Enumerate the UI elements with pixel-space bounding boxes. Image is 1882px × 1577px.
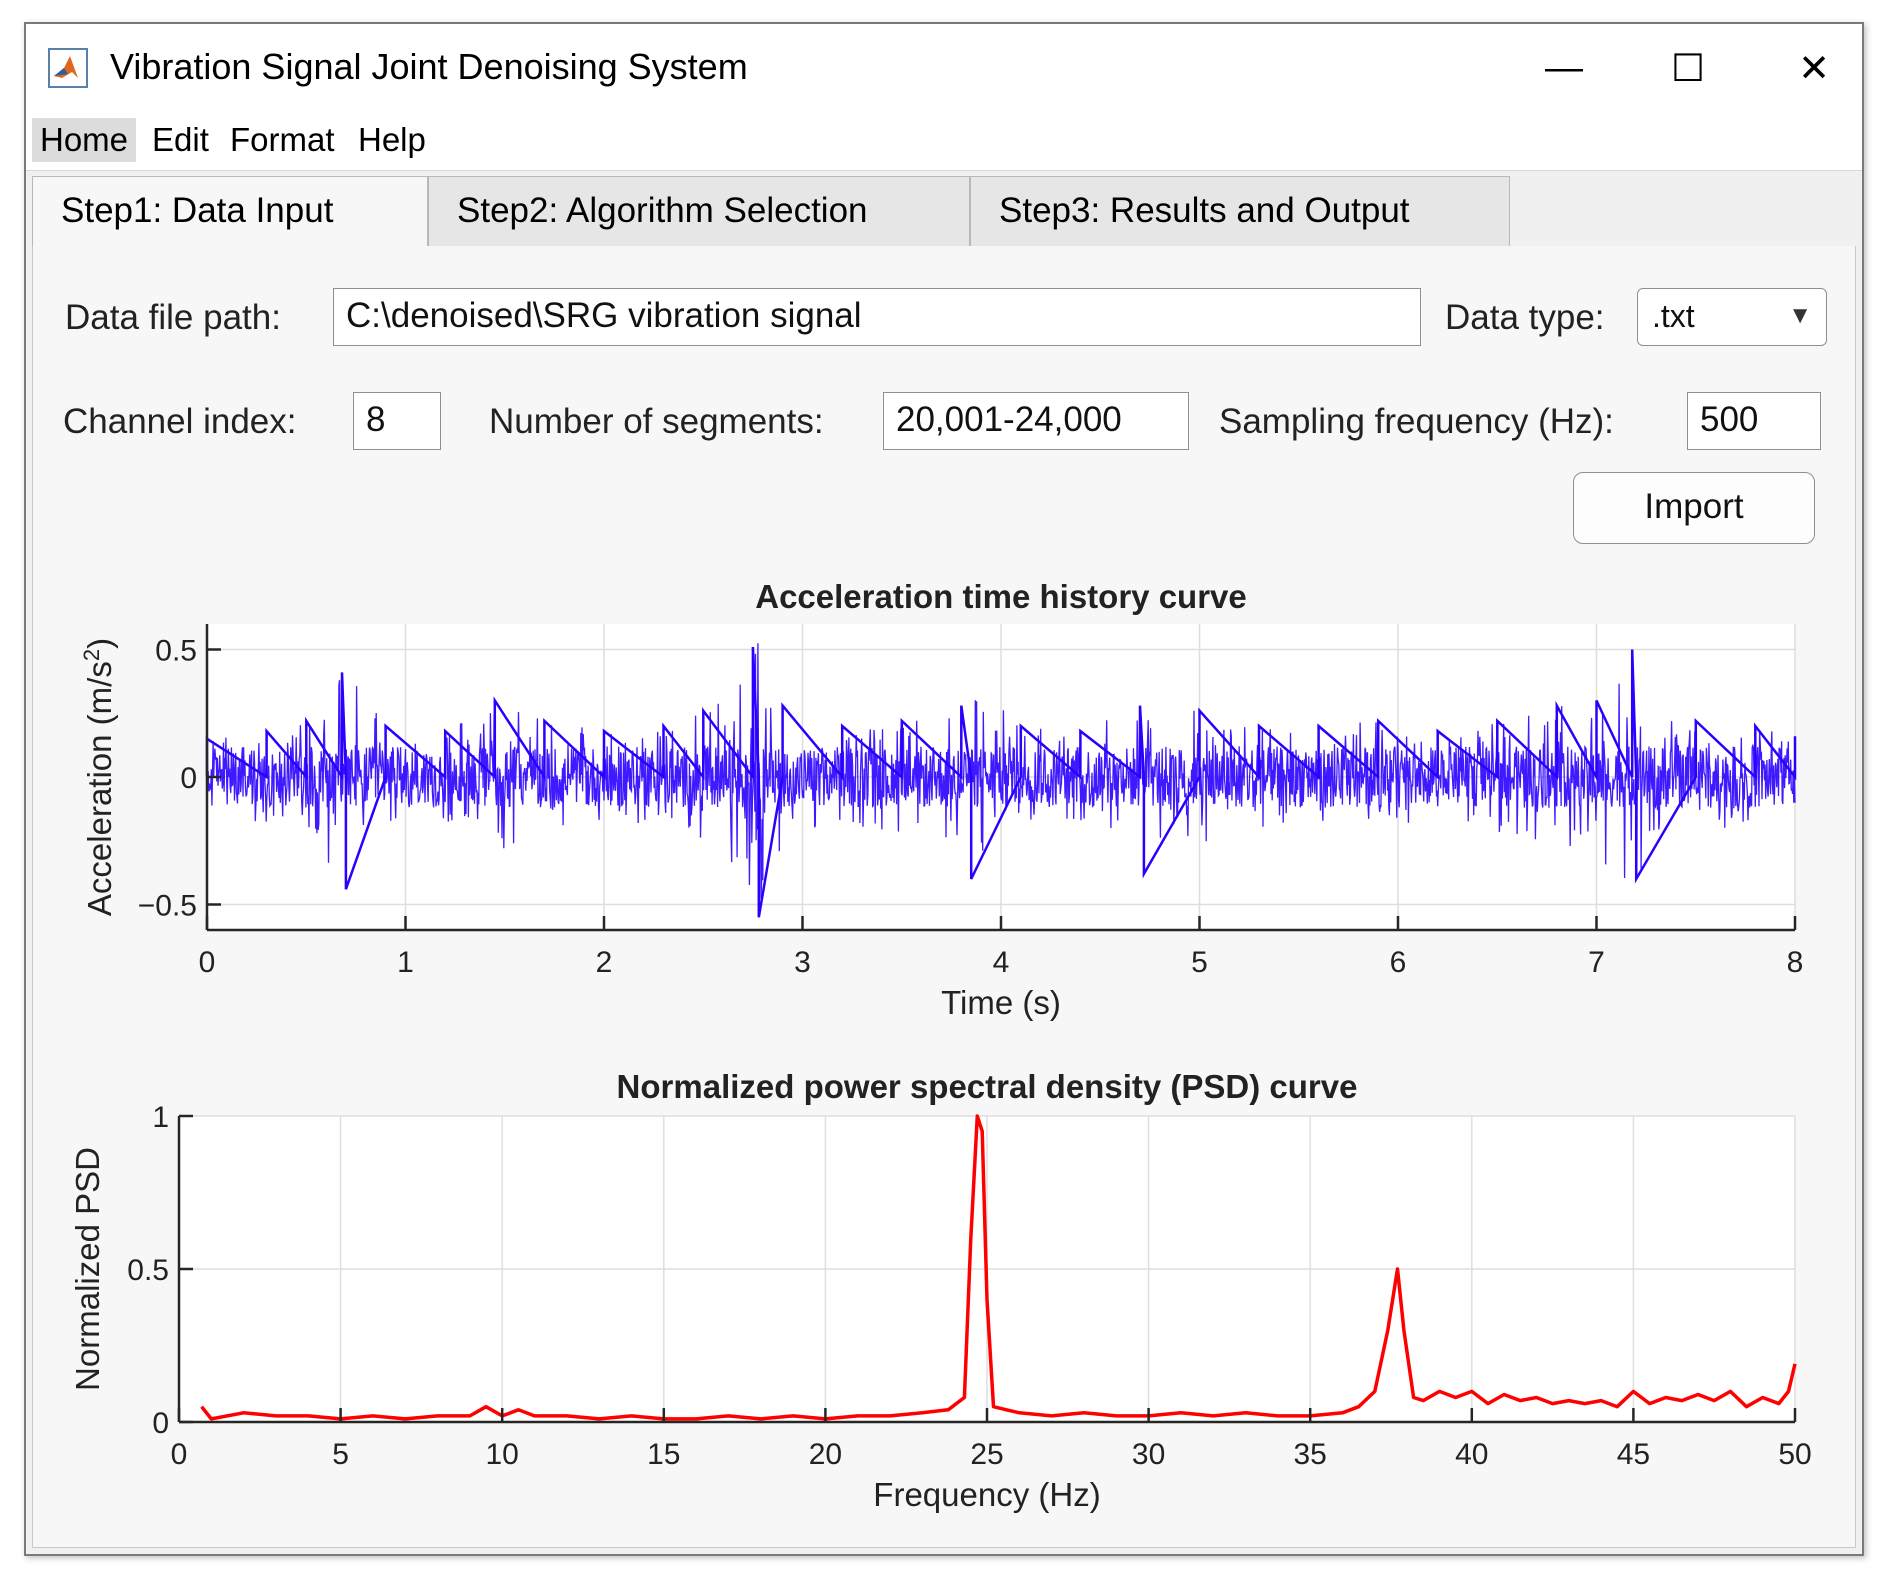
x-tick-label: 50 bbox=[1778, 1438, 1811, 1471]
file-path-input[interactable]: C:\denoised\SRG vibration signal bbox=[333, 288, 1421, 346]
close-button[interactable]: ✕ bbox=[1798, 47, 1830, 90]
x-axis-label: Time (s) bbox=[941, 984, 1061, 1021]
x-tick-label: 4 bbox=[993, 946, 1010, 979]
data-type-label: Data type: bbox=[1445, 298, 1605, 337]
psd-series-line bbox=[200, 1114, 1797, 1421]
y-tick-label: 0.5 bbox=[127, 1254, 169, 1287]
x-tick-label: 20 bbox=[809, 1438, 842, 1471]
y-axis-label-text: Acceleration (m/s bbox=[81, 661, 118, 916]
psd-chart bbox=[177, 1114, 1797, 1424]
menu-help[interactable]: Help bbox=[358, 121, 426, 158]
x-tick-label: 1 bbox=[397, 946, 414, 979]
tab-algorithm-selection[interactable]: Step2: Algorithm Selection bbox=[428, 176, 970, 246]
app-window: Vibration Signal Joint Denoising System … bbox=[24, 22, 1864, 1556]
x-tick-label: 5 bbox=[332, 1438, 349, 1471]
segments-input[interactable]: 20,001-24,000 bbox=[883, 392, 1189, 450]
title-bar: Vibration Signal Joint Denoising System … bbox=[26, 24, 1862, 110]
channel-index-input[interactable]: 8 bbox=[353, 392, 441, 450]
y-tick-label: 0 bbox=[152, 1407, 169, 1440]
x-tick-label: 45 bbox=[1617, 1438, 1650, 1471]
acceleration-series-line bbox=[205, 646, 1797, 918]
menu-bar: Home Edit Format Help bbox=[26, 110, 1862, 171]
y-axis-label-end: ) bbox=[81, 638, 118, 649]
x-tick-label: 0 bbox=[199, 946, 216, 979]
segments-label: Number of segments: bbox=[489, 402, 824, 441]
x-tick-label: 25 bbox=[970, 1438, 1003, 1471]
x-tick-label: 5 bbox=[1191, 946, 1208, 979]
y-axis-label-text: Normalized PSD bbox=[69, 1147, 106, 1391]
x-tick-label: 0 bbox=[171, 1438, 188, 1471]
tab-results-output[interactable]: Step3: Results and Output bbox=[970, 176, 1510, 246]
y-axis-label: Normalized PSD bbox=[69, 1147, 106, 1391]
matlab-icon bbox=[48, 48, 88, 88]
acceleration-chart bbox=[205, 624, 1797, 932]
menu-format[interactable]: Format bbox=[230, 121, 335, 158]
x-tick-label: 2 bbox=[596, 946, 613, 979]
maximize-button[interactable]: ☐ bbox=[1670, 47, 1706, 90]
window-title: Vibration Signal Joint Denoising System bbox=[110, 46, 748, 87]
sampling-frequency-label: Sampling frequency (Hz): bbox=[1219, 402, 1614, 441]
tab-strip: Step1: Data Input Step2: Algorithm Selec… bbox=[32, 176, 1856, 247]
y-tick-label: 1 bbox=[152, 1101, 169, 1134]
acceleration-noise-trace bbox=[206, 643, 1796, 899]
channel-index-label: Channel index: bbox=[63, 402, 297, 441]
y-tick-label: −0.5 bbox=[138, 890, 197, 923]
data-type-value: .txt bbox=[1652, 298, 1695, 334]
tab-data-input[interactable]: Step1: Data Input bbox=[32, 176, 428, 247]
x-tick-label: 35 bbox=[1294, 1438, 1327, 1471]
chart-title: Acceleration time history curve bbox=[755, 578, 1247, 615]
sampling-frequency-input[interactable]: 500 bbox=[1687, 392, 1821, 450]
x-tick-label: 30 bbox=[1132, 1438, 1165, 1471]
y-axis-label: Acceleration (m/s2) bbox=[79, 638, 119, 916]
chart-title: Normalized power spectral density (PSD) … bbox=[617, 1068, 1358, 1105]
x-tick-label: 40 bbox=[1455, 1438, 1488, 1471]
y-tick-label: 0 bbox=[180, 762, 197, 795]
data-input-panel: Data file path: C:\denoised\SRG vibratio… bbox=[32, 246, 1856, 1548]
minimize-button[interactable]: — bbox=[1545, 46, 1583, 89]
y-axis-label-sup: 2 bbox=[79, 649, 104, 661]
x-tick-label: 7 bbox=[1588, 946, 1605, 979]
file-path-label: Data file path: bbox=[65, 298, 281, 337]
x-tick-label: 3 bbox=[794, 946, 811, 979]
dropdown-arrow-icon: ▼ bbox=[1788, 302, 1812, 329]
menu-home[interactable]: Home bbox=[32, 118, 137, 162]
x-tick-label: 8 bbox=[1787, 946, 1804, 979]
x-axis-label: Frequency (Hz) bbox=[873, 1476, 1100, 1513]
x-tick-label: 6 bbox=[1390, 946, 1407, 979]
import-button[interactable]: Import bbox=[1573, 472, 1815, 544]
menu-edit[interactable]: Edit bbox=[152, 121, 209, 158]
x-tick-label: 10 bbox=[486, 1438, 519, 1471]
data-type-select[interactable]: .txt ▼ bbox=[1637, 288, 1827, 346]
y-tick-label: 0.5 bbox=[155, 635, 197, 668]
x-tick-label: 15 bbox=[647, 1438, 680, 1471]
